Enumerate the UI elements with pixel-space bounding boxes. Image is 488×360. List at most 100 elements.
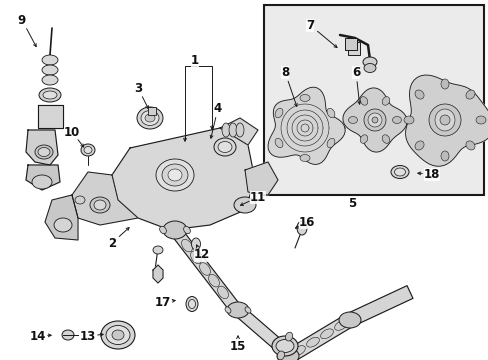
Ellipse shape bbox=[392, 117, 401, 123]
Ellipse shape bbox=[218, 141, 231, 153]
Polygon shape bbox=[405, 75, 488, 166]
Text: 4: 4 bbox=[213, 102, 222, 114]
Polygon shape bbox=[342, 88, 406, 152]
Ellipse shape bbox=[190, 251, 201, 264]
Ellipse shape bbox=[199, 263, 210, 275]
Ellipse shape bbox=[414, 141, 423, 150]
Ellipse shape bbox=[275, 339, 293, 352]
Ellipse shape bbox=[54, 218, 72, 232]
Ellipse shape bbox=[360, 135, 367, 143]
Ellipse shape bbox=[162, 164, 187, 186]
Bar bbox=[345, 38, 356, 50]
Ellipse shape bbox=[371, 117, 377, 123]
Bar bbox=[148, 107, 156, 115]
Ellipse shape bbox=[292, 346, 305, 356]
Ellipse shape bbox=[326, 108, 334, 118]
Ellipse shape bbox=[183, 226, 190, 234]
Ellipse shape bbox=[296, 221, 306, 235]
Ellipse shape bbox=[81, 144, 95, 156]
Bar bbox=[264, 5, 483, 195]
Ellipse shape bbox=[338, 312, 360, 328]
Ellipse shape bbox=[306, 337, 319, 347]
Text: 15: 15 bbox=[229, 341, 245, 354]
Ellipse shape bbox=[275, 138, 283, 148]
Ellipse shape bbox=[363, 109, 385, 131]
Ellipse shape bbox=[275, 108, 283, 118]
Ellipse shape bbox=[43, 91, 57, 99]
Text: 2: 2 bbox=[108, 237, 116, 249]
Polygon shape bbox=[72, 172, 138, 225]
Polygon shape bbox=[346, 285, 412, 327]
Bar bbox=[347, 42, 359, 55]
Ellipse shape bbox=[234, 197, 256, 213]
Text: 10: 10 bbox=[64, 126, 80, 139]
Ellipse shape bbox=[214, 138, 236, 156]
Ellipse shape bbox=[244, 307, 250, 313]
Polygon shape bbox=[244, 162, 278, 195]
Ellipse shape bbox=[137, 107, 163, 129]
Ellipse shape bbox=[42, 55, 58, 65]
Polygon shape bbox=[45, 195, 78, 240]
Ellipse shape bbox=[228, 123, 237, 137]
Text: 12: 12 bbox=[193, 248, 210, 261]
Ellipse shape bbox=[276, 348, 298, 360]
Ellipse shape bbox=[299, 154, 309, 162]
Ellipse shape bbox=[236, 123, 244, 137]
Ellipse shape bbox=[465, 90, 474, 99]
Polygon shape bbox=[170, 226, 239, 312]
Ellipse shape bbox=[348, 117, 357, 123]
Polygon shape bbox=[153, 265, 163, 283]
Ellipse shape bbox=[403, 116, 413, 124]
Polygon shape bbox=[286, 314, 353, 360]
Ellipse shape bbox=[168, 169, 182, 181]
Ellipse shape bbox=[382, 97, 389, 105]
Text: 16: 16 bbox=[298, 216, 315, 229]
Ellipse shape bbox=[271, 336, 297, 356]
Ellipse shape bbox=[362, 57, 376, 67]
Ellipse shape bbox=[35, 145, 53, 159]
Ellipse shape bbox=[222, 123, 229, 137]
Ellipse shape bbox=[90, 197, 110, 213]
Ellipse shape bbox=[208, 274, 219, 287]
Ellipse shape bbox=[360, 97, 367, 105]
Text: 3: 3 bbox=[134, 81, 142, 95]
Ellipse shape bbox=[334, 320, 346, 330]
Text: 14: 14 bbox=[30, 329, 46, 342]
Ellipse shape bbox=[285, 332, 292, 341]
Polygon shape bbox=[267, 87, 345, 165]
Ellipse shape bbox=[277, 351, 284, 360]
Ellipse shape bbox=[188, 300, 195, 309]
Ellipse shape bbox=[141, 111, 159, 126]
Text: 6: 6 bbox=[351, 66, 359, 78]
Text: 5: 5 bbox=[347, 197, 355, 210]
Ellipse shape bbox=[394, 168, 405, 176]
Ellipse shape bbox=[181, 239, 192, 252]
Text: 17: 17 bbox=[155, 296, 171, 309]
Ellipse shape bbox=[434, 109, 454, 131]
Text: 11: 11 bbox=[249, 190, 265, 203]
Text: 9: 9 bbox=[18, 14, 26, 27]
Ellipse shape bbox=[390, 166, 408, 179]
Ellipse shape bbox=[163, 221, 186, 239]
Ellipse shape bbox=[326, 138, 334, 148]
Ellipse shape bbox=[185, 297, 198, 311]
Ellipse shape bbox=[217, 286, 228, 299]
Ellipse shape bbox=[440, 151, 448, 161]
Polygon shape bbox=[26, 130, 58, 165]
Ellipse shape bbox=[101, 321, 135, 349]
Ellipse shape bbox=[475, 116, 485, 124]
Ellipse shape bbox=[299, 94, 309, 102]
Ellipse shape bbox=[156, 159, 194, 191]
Polygon shape bbox=[38, 105, 63, 128]
Ellipse shape bbox=[382, 135, 389, 143]
Ellipse shape bbox=[106, 325, 130, 345]
Polygon shape bbox=[26, 165, 60, 190]
Text: 13: 13 bbox=[80, 329, 96, 342]
Ellipse shape bbox=[75, 196, 85, 204]
Text: 8: 8 bbox=[280, 66, 288, 78]
Ellipse shape bbox=[320, 329, 333, 339]
Text: 1: 1 bbox=[190, 54, 199, 67]
Ellipse shape bbox=[38, 148, 50, 157]
Ellipse shape bbox=[32, 175, 52, 189]
Ellipse shape bbox=[94, 200, 106, 210]
